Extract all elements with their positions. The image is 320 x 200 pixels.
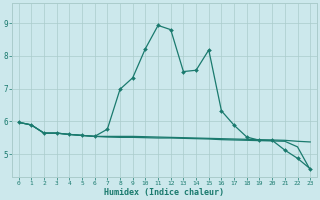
X-axis label: Humidex (Indice chaleur): Humidex (Indice chaleur) (104, 188, 224, 197)
